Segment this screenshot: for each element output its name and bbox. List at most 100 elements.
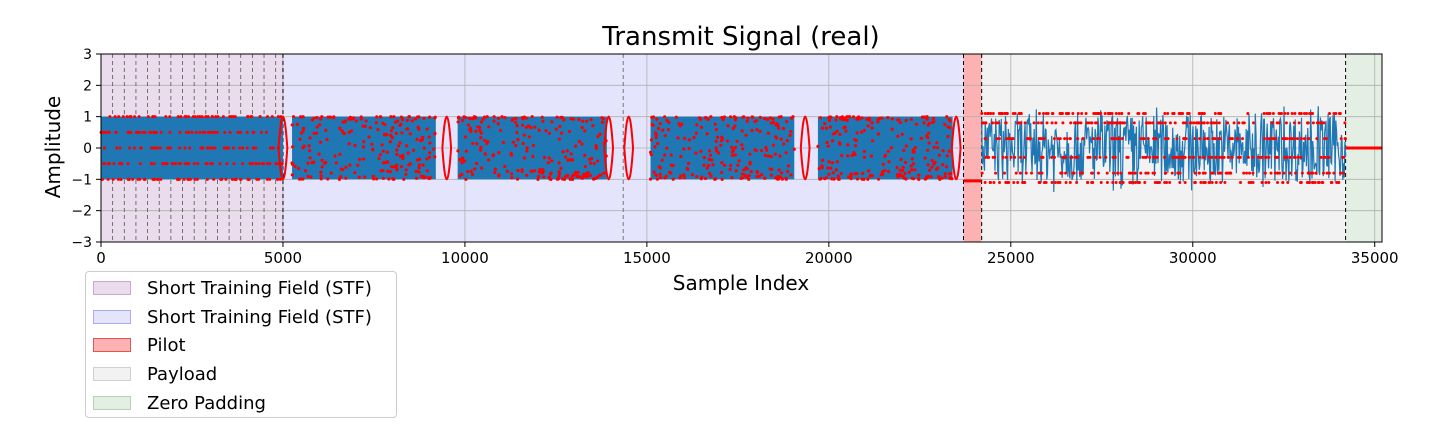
ltf-point: [432, 147, 436, 151]
ltf-point: [478, 125, 482, 129]
stf-point: [276, 162, 280, 166]
payload-point: [1029, 137, 1033, 141]
ltf-point: [731, 126, 735, 131]
ltf-point: [291, 145, 295, 149]
ltf-point: [929, 175, 933, 179]
ltf-point: [574, 144, 578, 148]
ltf-point: [364, 119, 368, 123]
ltf-point: [707, 149, 712, 153]
ltf-point: [785, 169, 790, 174]
ltf-point: [930, 158, 934, 163]
ltf-point: [777, 115, 781, 119]
stf-point: [183, 146, 187, 150]
payload-point: [1146, 137, 1150, 141]
payload-point: [1046, 112, 1050, 116]
ltf-point: [860, 130, 864, 134]
payload-point: [1296, 155, 1300, 159]
payload-point: [1110, 121, 1114, 125]
stf-point: [176, 115, 180, 119]
ltf-point: [420, 136, 424, 140]
payload-point: [1068, 180, 1072, 184]
stf-point: [150, 162, 154, 166]
ltf-point: [686, 167, 690, 171]
legend-item-zero-padding: Zero Padding: [93, 392, 266, 414]
ltf-point: [413, 117, 418, 121]
payload-point: [989, 180, 993, 184]
ltf-point: [592, 161, 596, 166]
x-axis-label: Sample Index: [673, 271, 810, 295]
ltf-point: [425, 127, 429, 131]
ltf-point: [568, 176, 572, 181]
ltf-point: [456, 149, 460, 153]
ltf-point: [344, 165, 348, 169]
ltf-point: [604, 139, 608, 143]
ltf-point: [301, 129, 305, 133]
ltf-point: [655, 141, 660, 146]
stf-point: [174, 162, 178, 166]
ltf-point: [470, 172, 475, 177]
payload-point: [1168, 180, 1172, 184]
payload-point: [1298, 112, 1302, 116]
stf-point: [126, 162, 130, 166]
ltf-point: [704, 116, 708, 120]
ltf-point: [306, 174, 310, 179]
payload-point: [1271, 137, 1275, 141]
stf-point: [198, 130, 202, 134]
x-tick-label: 10000: [441, 249, 489, 267]
payload-point: [1181, 121, 1185, 125]
stf-point: [188, 146, 192, 150]
payload-point: [1152, 137, 1156, 141]
ltf-point: [329, 171, 333, 175]
ltf-point: [703, 176, 708, 181]
payload-point: [1037, 112, 1041, 116]
stf-point: [223, 130, 227, 134]
ltf-point: [511, 140, 516, 144]
stf-point: [254, 146, 258, 150]
ltf-point: [378, 153, 382, 157]
ltf-point: [771, 117, 775, 121]
stf-point: [252, 130, 256, 134]
stf-point: [245, 130, 249, 134]
stf-point: [225, 162, 229, 166]
payload-point: [1324, 137, 1328, 141]
ltf-point: [840, 153, 844, 158]
stf-point: [209, 162, 213, 166]
payload-point: [1037, 171, 1041, 175]
ltf-point: [887, 160, 891, 164]
ltf-point: [394, 131, 398, 135]
payload-point: [1328, 112, 1332, 116]
ltf-point: [474, 129, 478, 133]
ltf-point: [557, 137, 561, 141]
payload-point: [1071, 112, 1075, 116]
ltf-point: [574, 170, 578, 175]
ltf-point: [353, 143, 357, 148]
ltf-point: [299, 131, 304, 135]
payload-point: [1042, 112, 1046, 116]
ltf-point: [427, 115, 432, 119]
ltf-point: [341, 131, 346, 135]
ltf-point: [338, 176, 342, 181]
ltf-point: [862, 128, 866, 132]
ltf-point: [347, 130, 351, 134]
stf-point: [187, 130, 191, 134]
ltf-point: [319, 177, 323, 181]
ltf-point: [569, 117, 573, 121]
ltf-point: [932, 162, 936, 166]
ltf-point: [737, 159, 741, 163]
stf-point: [212, 177, 216, 181]
stf-point: [220, 177, 224, 181]
ltf-point: [357, 157, 362, 162]
stf-point: [268, 177, 272, 181]
payload-point: [989, 112, 993, 116]
ltf-point: [747, 173, 751, 178]
payload-point: [1086, 155, 1090, 159]
ltf-point: [904, 118, 908, 123]
payload-point: [1165, 180, 1169, 184]
ltf-point: [941, 149, 945, 153]
payload-point: [1139, 171, 1143, 175]
payload-point: [1030, 171, 1034, 175]
payload-point: [1004, 121, 1008, 125]
ltf-point: [588, 161, 593, 165]
payload-point: [1215, 121, 1219, 125]
payload-point: [1321, 171, 1325, 175]
